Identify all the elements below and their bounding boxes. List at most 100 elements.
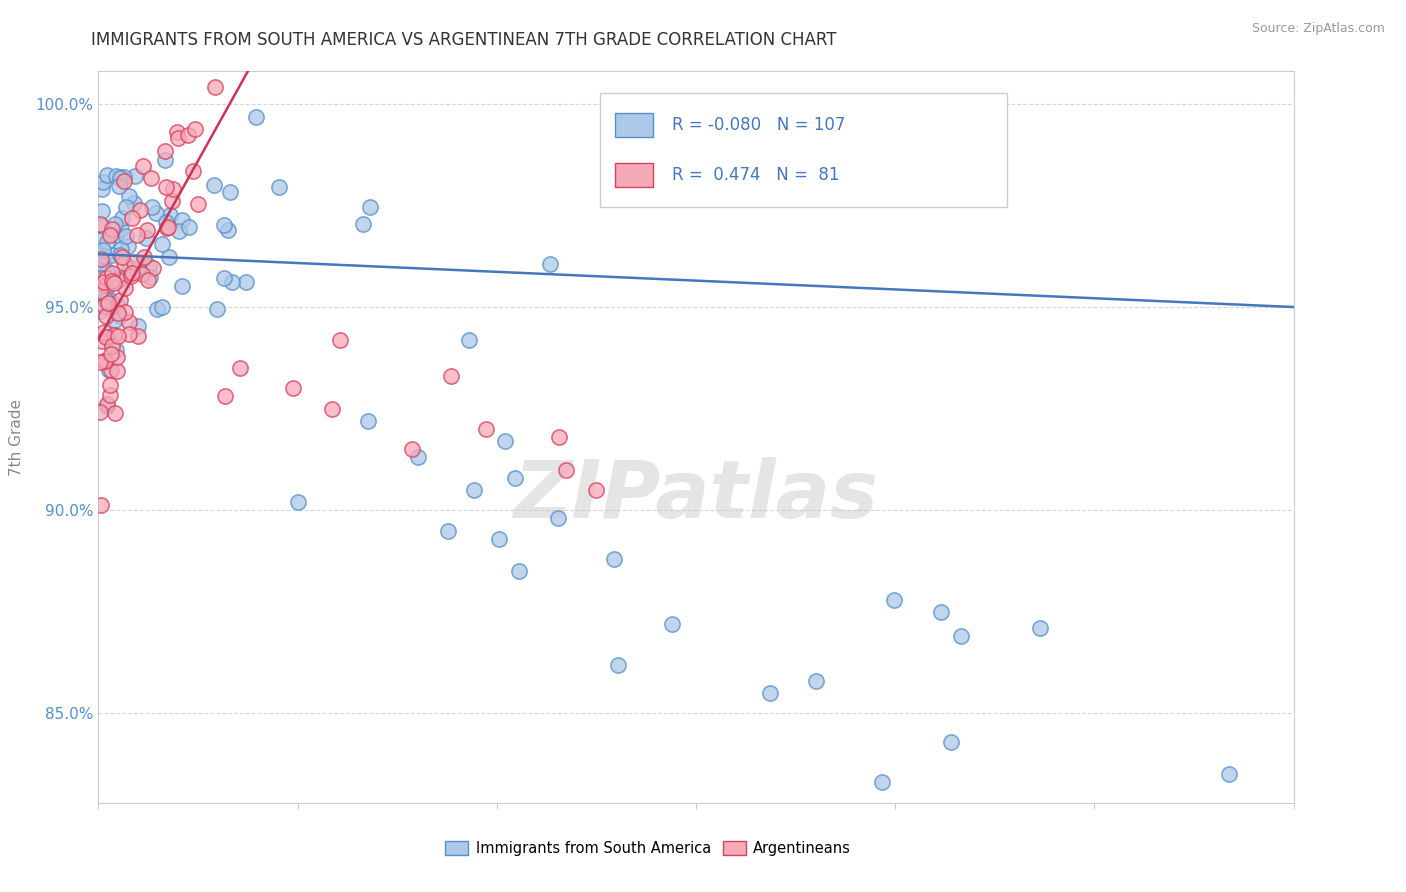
Point — [98, 363, 121, 377]
Point — [548, 430, 571, 444]
Point — [167, 224, 190, 238]
Y-axis label: 7th Grade: 7th Grade — [10, 399, 24, 475]
Point — [538, 257, 561, 271]
Point — [122, 254, 145, 268]
Point — [89, 292, 111, 306]
Point — [97, 295, 120, 310]
Point — [93, 299, 115, 313]
Point — [101, 301, 124, 316]
Point — [104, 313, 127, 327]
Point — [112, 169, 135, 184]
Bar — [614, 163, 652, 186]
Point — [141, 170, 163, 185]
Point — [136, 273, 159, 287]
Point — [89, 265, 111, 279]
Point — [138, 259, 160, 273]
Point — [91, 175, 114, 189]
Point — [89, 233, 111, 247]
Point — [167, 131, 190, 145]
Point — [114, 200, 136, 214]
Point — [89, 404, 111, 418]
Point — [127, 328, 149, 343]
Point — [155, 215, 177, 229]
Point — [98, 387, 121, 401]
Point — [475, 422, 498, 436]
Point — [104, 218, 127, 232]
Point — [129, 202, 152, 217]
Point — [150, 301, 173, 315]
Point — [494, 434, 516, 449]
Point — [437, 524, 460, 538]
Point — [107, 350, 129, 364]
Point — [118, 326, 141, 341]
Point — [159, 208, 181, 222]
Point — [111, 250, 134, 264]
Point — [101, 274, 124, 288]
Point — [94, 353, 117, 368]
Point — [129, 263, 152, 277]
Point — [127, 227, 149, 242]
Point — [202, 178, 225, 193]
Point — [114, 281, 136, 295]
Point — [96, 399, 118, 413]
Point — [508, 564, 530, 578]
Point — [107, 306, 129, 320]
Point — [115, 229, 138, 244]
Point — [488, 532, 510, 546]
Point — [89, 285, 111, 299]
Point — [110, 211, 132, 226]
Point — [118, 315, 141, 329]
Point — [96, 235, 118, 250]
Point — [121, 211, 143, 225]
Point — [108, 178, 131, 193]
Point — [89, 284, 111, 298]
Point — [89, 217, 111, 231]
Point — [91, 181, 114, 195]
Point — [108, 309, 131, 323]
Point — [127, 263, 149, 277]
Point — [131, 267, 153, 281]
Point — [108, 247, 131, 261]
Point — [105, 364, 128, 378]
Point — [283, 381, 305, 395]
Point — [212, 271, 235, 285]
Point — [103, 328, 125, 343]
Point — [91, 264, 114, 278]
Point — [146, 301, 169, 316]
Point — [221, 275, 243, 289]
Point — [104, 343, 127, 358]
Point — [150, 237, 173, 252]
Point — [139, 269, 162, 284]
Point — [98, 329, 121, 343]
Point — [96, 280, 118, 294]
Point — [118, 260, 141, 275]
Point — [108, 293, 131, 308]
Point — [156, 219, 179, 234]
Point — [98, 293, 121, 307]
Point — [91, 272, 114, 286]
Point — [100, 266, 122, 280]
Point — [90, 499, 112, 513]
Point — [108, 170, 131, 185]
Text: R =  0.474   N =  81: R = 0.474 N = 81 — [672, 166, 839, 184]
Point — [122, 196, 145, 211]
Point — [406, 450, 429, 465]
Point — [90, 271, 112, 285]
Point — [105, 298, 128, 312]
Point — [160, 194, 183, 208]
Point — [94, 293, 117, 307]
Point — [155, 220, 177, 235]
Point — [321, 401, 343, 416]
Point — [357, 414, 380, 428]
Point — [1029, 621, 1052, 635]
Point — [96, 264, 118, 278]
Point — [94, 310, 117, 324]
Text: ZIPatlas: ZIPatlas — [513, 457, 879, 534]
Point — [101, 270, 124, 285]
Point — [359, 200, 381, 214]
Point — [100, 347, 122, 361]
Point — [155, 179, 177, 194]
Point — [547, 511, 569, 525]
Point — [90, 252, 112, 266]
Point — [107, 273, 129, 287]
